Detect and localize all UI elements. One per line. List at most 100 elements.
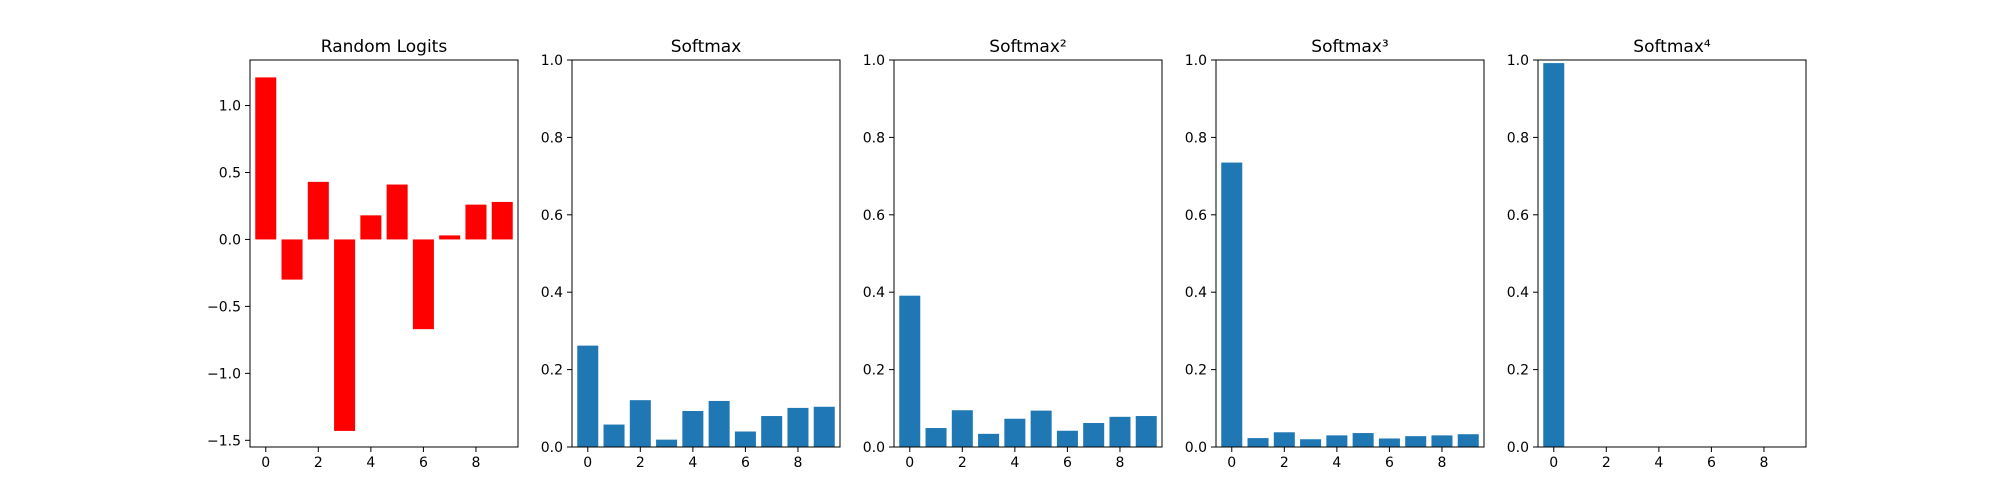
x-tick-label: 0 [905,455,914,471]
bar-6 [1056,430,1078,447]
y-tick-label: 0.6 [1185,208,1207,224]
bar-series [1221,162,1479,447]
bar-1 [925,428,947,447]
bar-0 [899,295,921,447]
bar-5 [386,184,408,240]
y-tick-label: 0.8 [541,130,563,146]
y-tick-label: 0.5 [219,165,241,181]
y-tick-label: 0.0 [219,232,241,248]
x-tick-label: 0 [1227,455,1236,471]
chart-title: Softmax² [989,37,1066,57]
bar-9 [813,406,835,447]
bar-2 [629,400,651,447]
x-tick-label: 4 [366,455,375,471]
bar-6 [734,431,756,447]
subplot-3: 0.0 0.2 0.4 0.6 0.8 1.0 0 2 4 6 8 Softmax² [863,37,1163,471]
y-tick-label: 0.4 [1507,285,1529,301]
y-tick-label: 0.8 [1185,130,1207,146]
x-tick-label: 8 [1437,455,1446,471]
bar-7 [439,235,461,240]
x-tick-label: 4 [1654,455,1663,471]
axes-frame [893,59,1163,448]
y-tick-label: 1.0 [219,99,241,115]
bar-series [255,77,513,431]
bar-0 [1543,63,1565,447]
bar-8 [787,407,809,447]
y-axis: 0.0 0.2 0.4 0.6 0.8 1.0 [863,53,894,456]
x-tick-label: 8 [1759,455,1768,471]
x-tick-label: 8 [471,455,480,471]
bar-2 [951,410,973,447]
x-tick-label: 6 [1063,455,1072,471]
bar-8 [1109,416,1131,447]
x-tick-label: 4 [1010,455,1019,471]
y-tick-label: 0.4 [541,285,563,301]
y-tick-label: 1.0 [1185,53,1207,69]
y-tick-label: 0.0 [1507,440,1529,456]
bar-4 [1004,418,1026,447]
x-axis: 0 2 4 6 8 [905,447,1124,471]
chart-title: Softmax [671,37,742,57]
bar-6 [412,239,434,330]
bar-4 [1326,435,1348,447]
y-tick-label: −0.5 [207,299,241,315]
bar-3 [1300,439,1322,447]
y-tick-label: −1.0 [207,366,241,382]
y-tick-label: 0.2 [1185,363,1207,379]
axes-frame [1537,59,1807,448]
bar-1 [1247,438,1269,447]
bar-9 [491,201,513,240]
bar-3 [978,433,1000,447]
y-tick-label: 0.0 [863,440,885,456]
x-tick-label: 6 [1707,455,1716,471]
bar-5 [1352,433,1374,447]
x-tick-label: 2 [1602,455,1611,471]
x-tick-label: 8 [793,455,802,471]
x-axis: 0 2 4 6 8 [583,447,802,471]
bar-5 [1030,410,1052,447]
chart-title: Softmax⁴ [1633,37,1711,57]
x-tick-label: 8 [1115,455,1124,471]
x-tick-label: 2 [636,455,645,471]
y-tick-label: 1.0 [863,53,885,69]
x-tick-label: 2 [1280,455,1289,471]
y-axis: −1.5 −1.0 −0.5 0.0 0.5 1.0 [207,99,250,449]
y-tick-label: 1.0 [1507,53,1529,69]
bar-0 [577,345,599,447]
bar-series [577,345,835,447]
bar-7 [761,416,783,447]
y-tick-label: 1.0 [541,53,563,69]
bar-1 [281,239,303,280]
subplot-4: 0.0 0.2 0.4 0.6 0.8 1.0 0 2 4 6 8 Softmax³ [1185,37,1485,471]
x-tick-label: 0 [261,455,270,471]
bar-2 [1273,432,1295,447]
bar-4 [682,411,704,447]
axes-frame [1215,59,1485,448]
y-axis: 0.0 0.2 0.4 0.6 0.8 1.0 [1185,53,1216,456]
bar-0 [255,77,277,240]
y-tick-label: 0.2 [541,363,563,379]
bar-6 [1378,438,1400,447]
subplot-5: 0.0 0.2 0.4 0.6 0.8 1.0 0 2 4 6 8 Softmax⁴ [1507,37,1807,471]
chart-title: Random Logits [321,37,448,57]
bar-2 [307,181,329,240]
subplot-1: −1.5 −1.0 −0.5 0.0 0.5 1.0 0 2 4 6 8 Random Logits [207,37,519,471]
bar-8 [1431,435,1453,447]
bar-9 [1135,416,1157,447]
y-tick-label: 0.0 [541,440,563,456]
y-tick-label: 0.4 [1185,285,1207,301]
y-axis: 0.0 0.2 0.4 0.6 0.8 1.0 [541,53,572,456]
x-tick-label: 4 [1332,455,1341,471]
x-axis: 0 2 4 6 8 [1549,447,1768,471]
x-tick-label: 6 [419,455,428,471]
x-tick-label: 6 [741,455,750,471]
bar-4 [360,215,382,240]
bar-5 [708,400,730,447]
bar-9 [1457,434,1479,447]
y-tick-label: 0.8 [1507,130,1529,146]
chart-title: Softmax³ [1311,37,1388,57]
axes-frame [571,59,841,448]
y-axis: 0.0 0.2 0.4 0.6 0.8 1.0 [1507,53,1538,456]
